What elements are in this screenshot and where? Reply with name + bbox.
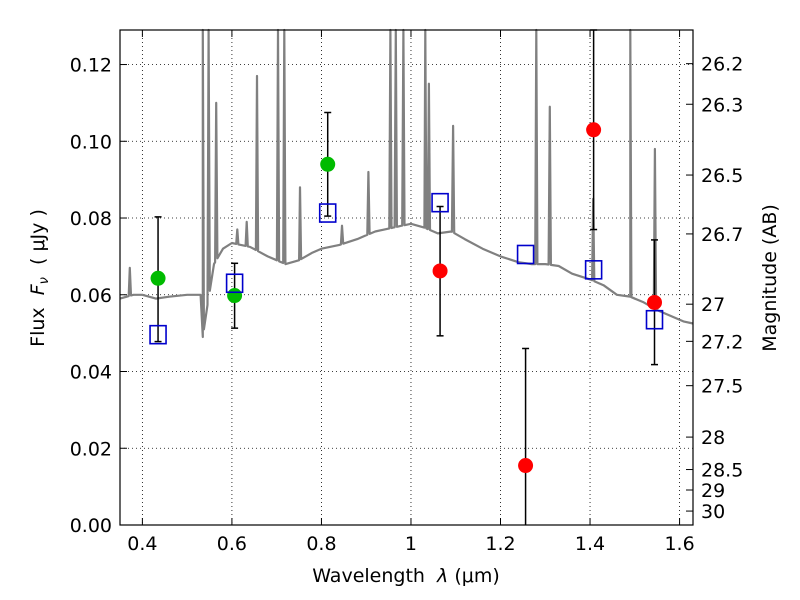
mag-tick-label: 29: [701, 480, 725, 502]
mag-tick-label: 30: [701, 501, 725, 523]
model-point-square: [431, 192, 449, 213]
spectrum-line: [119, 28, 694, 339]
data-point-circle: [227, 288, 243, 304]
x-tick-label: 0.6: [217, 533, 247, 555]
mag-tick-label: 26.5: [701, 165, 743, 187]
tick-layer: 0.4 0.6 0.8 1 1.2 1.4 1.6 0.00 0.02 0.04 0.06 0.08 0…: [70, 30, 743, 555]
model-point-square: [645, 309, 664, 330]
data-point-circle: [586, 122, 602, 138]
x-axis-label: Wavelength λ (μm): [312, 565, 500, 587]
y-tick-label: 0.08: [70, 208, 112, 230]
y-tick-label: 0.12: [70, 55, 112, 77]
marker-layer: [149, 122, 664, 474]
x-tick-label: 1: [405, 533, 417, 555]
model-point-square: [584, 260, 603, 280]
data-point-circle: [518, 458, 534, 474]
mag-tick-label: 26.7: [701, 224, 743, 246]
y2-axis-label: Magnitude (AB): [759, 204, 781, 352]
mag-tick-label: 27.2: [701, 331, 743, 353]
mag-tick-label: 28.5: [701, 460, 743, 482]
model-point-square: [516, 244, 535, 265]
y-tick-label: 0.10: [70, 131, 112, 153]
data-point-circle: [150, 270, 166, 286]
model-point-square: [149, 324, 167, 345]
model-point-square: [318, 203, 337, 223]
data-point-circle: [320, 156, 336, 172]
y-axis-label: Flux Fν ( μJy ): [27, 209, 52, 347]
data-point-circle: [647, 294, 663, 310]
x-tick-label: 0.8: [306, 533, 336, 555]
mag-tick-label: 26.3: [701, 94, 743, 116]
x-tick-label: 1.4: [575, 533, 605, 555]
grid: [120, 30, 693, 526]
x-tick-label: 0.4: [127, 533, 157, 555]
mag-tick-label: 26.2: [701, 54, 743, 76]
mag-tick-label: 27: [701, 294, 725, 316]
plot-frame: [119, 29, 694, 526]
plot-background: [120, 30, 693, 525]
x-tick-label: 1.6: [664, 533, 694, 555]
mag-tick-label: 27.5: [701, 376, 743, 398]
model-point-square: [225, 273, 244, 294]
x-tick-label: 1.2: [485, 533, 515, 555]
data-point-circle: [432, 263, 448, 279]
y-tick-label: 0.06: [70, 285, 112, 307]
mag-tick-label: 28: [701, 427, 725, 449]
y-tick-label: 0.02: [70, 438, 112, 460]
y-tick-label: 0.04: [70, 362, 112, 384]
y-tick-label: 0.00: [70, 515, 112, 537]
spectrum-layer: [119, 28, 694, 339]
